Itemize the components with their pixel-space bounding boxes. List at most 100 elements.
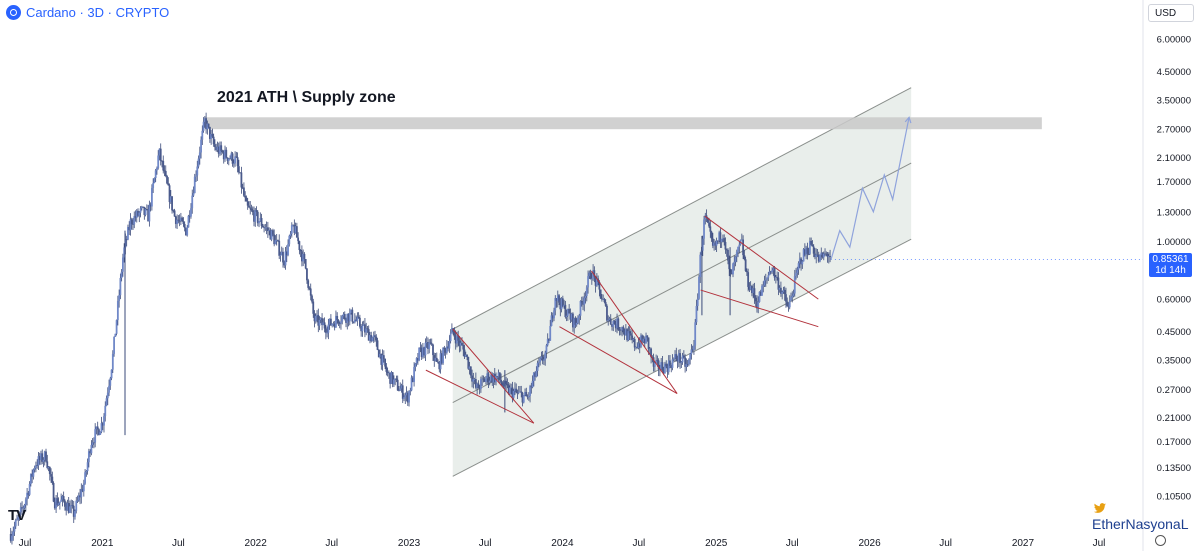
candle-body (587, 276, 589, 288)
candle-body (293, 224, 296, 233)
candle-body (418, 347, 421, 361)
candle-body (95, 426, 98, 430)
candle-body (539, 358, 542, 363)
candle-body (802, 249, 805, 262)
time-axis[interactable]: Jul 2021 Jul 2022 Jul 2023 Jul 2024 Jul 2025 Jul 20… (19, 538, 1106, 549)
candle-body (113, 336, 115, 354)
candle-body (704, 215, 707, 220)
currency-selector[interactable]: USD (1148, 4, 1194, 22)
candle-body (324, 328, 327, 333)
candle-body (36, 465, 39, 466)
candle-body (65, 506, 68, 511)
candle-body (520, 391, 523, 393)
candle-body (443, 347, 446, 350)
candle-body (454, 336, 457, 344)
price-axis[interactable]: 6.00000 4.50000 3.50000 2.70000 2.10000 1.700… (1157, 35, 1191, 503)
candle-body (139, 208, 142, 213)
candle-body (200, 139, 202, 153)
candle-body (807, 253, 810, 255)
candle-body (816, 254, 819, 256)
candle-body (393, 379, 395, 385)
candle-body (118, 295, 121, 301)
candle-body (82, 483, 85, 492)
time-tick-label: Jul (786, 538, 799, 549)
candle-body (481, 378, 484, 380)
candle-body (713, 242, 716, 246)
candle-body (28, 483, 31, 495)
tradingview-logo-icon[interactable]: TV (8, 507, 26, 524)
candle-body (181, 217, 184, 222)
symbol-header[interactable]: Cardano · 3D · CRYPTO (6, 5, 169, 20)
candle-body (270, 230, 273, 240)
candle-body (55, 498, 57, 509)
candle-body (451, 328, 453, 334)
candle-body (572, 313, 574, 328)
candle-body (555, 298, 558, 301)
candle-body (681, 355, 684, 363)
candle-body (510, 387, 513, 389)
candle-body (365, 328, 368, 333)
candle-body (280, 251, 283, 256)
candle-body (76, 500, 79, 502)
candle-body (777, 277, 780, 290)
candle-body (214, 144, 216, 148)
candle-body (751, 286, 753, 294)
candle-body (29, 473, 32, 484)
candle-body (593, 270, 596, 277)
candle-body (12, 531, 15, 536)
candle-body (109, 378, 112, 386)
candle-body (234, 156, 236, 164)
candle-body (613, 320, 616, 324)
candle-body (687, 359, 690, 365)
price-tick-label: 0.13500 (1157, 463, 1191, 474)
candle-body (737, 246, 739, 252)
candle-body (778, 287, 781, 290)
candle-body (744, 259, 747, 271)
price-tick-label: 0.10500 (1157, 492, 1191, 503)
candle-body (350, 309, 352, 313)
candle-body (127, 227, 129, 240)
candle-body (27, 492, 30, 495)
candle-body (81, 489, 84, 492)
candle-body (377, 349, 380, 358)
candle-body (453, 332, 456, 337)
candle-body (396, 379, 399, 391)
candle-body (115, 320, 118, 334)
candle-body (306, 268, 308, 281)
candle-body (822, 253, 825, 258)
candle-body (757, 301, 760, 309)
twitter-bird-icon (1093, 503, 1107, 513)
price-tick-label: 3.50000 (1157, 95, 1191, 106)
candle-body (179, 217, 182, 221)
candle-body (748, 286, 751, 290)
candle-body (575, 322, 578, 325)
candle-body (380, 353, 383, 365)
candle-body (346, 313, 349, 323)
chart-settings-gear-icon[interactable] (1155, 535, 1166, 546)
candle-body (52, 482, 55, 502)
candle-body (764, 279, 767, 281)
candle-body (152, 182, 155, 188)
candle-body (381, 355, 384, 365)
candle-body (747, 272, 750, 287)
candle-body (500, 379, 502, 383)
candle-body (219, 145, 221, 154)
candle-body (249, 207, 252, 209)
candle-body (803, 249, 806, 255)
candle-body (468, 366, 471, 369)
candle-body (516, 392, 519, 393)
candle-body (186, 227, 189, 236)
candle-body (682, 355, 685, 358)
price-tick-label: 0.45000 (1157, 327, 1191, 338)
supply-zone-box (204, 117, 1042, 130)
candle-body (132, 224, 134, 225)
candle-body (369, 335, 371, 341)
candle-body (283, 262, 286, 266)
candle-body (486, 373, 489, 379)
candle-body (53, 501, 56, 509)
candle-body (445, 346, 448, 353)
candle-body (501, 382, 504, 386)
candle-body (222, 152, 225, 160)
candle-body (763, 280, 766, 286)
